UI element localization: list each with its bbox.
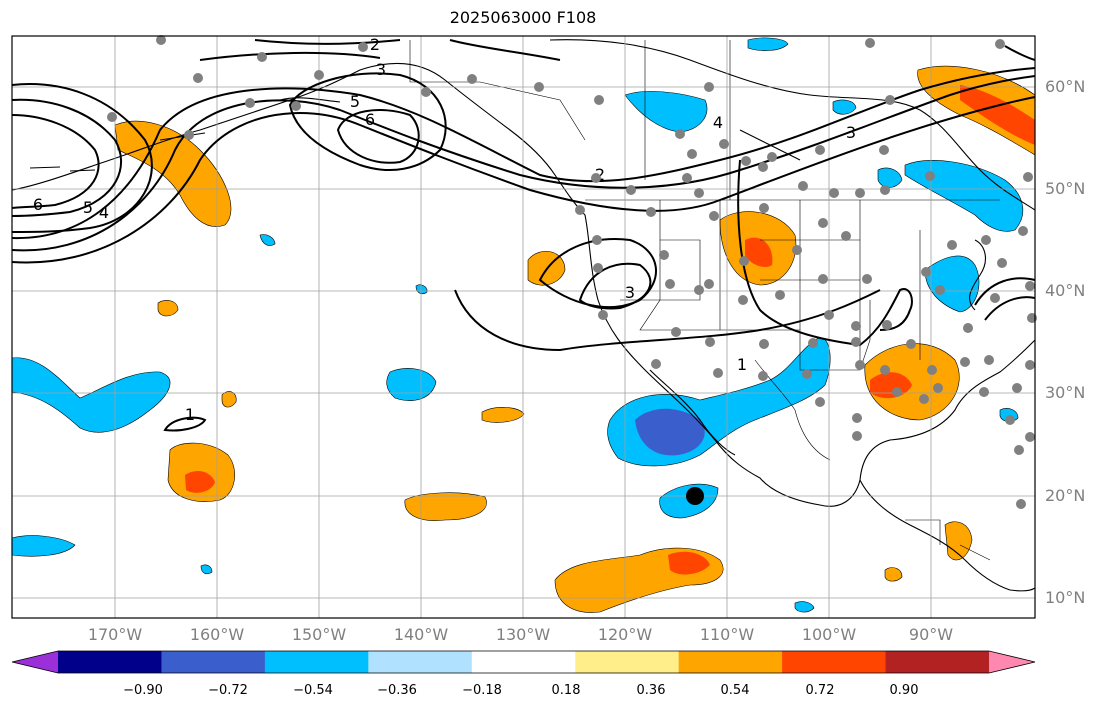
negative-anomaly-region — [200, 564, 213, 575]
map-frame — [11, 35, 1036, 619]
positive-anomaly-region — [944, 521, 973, 561]
colorbar-outline — [11, 650, 1036, 674]
contour-label: 2 — [370, 35, 380, 54]
colorbar-segment — [471, 651, 576, 673]
lat-label-60n: 60°N — [1045, 77, 1086, 96]
positive-anomaly-region — [884, 567, 903, 582]
contour-label: 5 — [350, 92, 360, 111]
colorbar-tick-label: 0.18 — [551, 683, 581, 698]
colorbar — [11, 650, 1036, 674]
map-title: 2025063000 F108 — [449, 8, 597, 27]
negative-anomaly-region — [747, 37, 789, 51]
positive-anomaly-region — [404, 492, 487, 521]
colorbar-segment — [678, 651, 783, 673]
lon-label-120w: 120°W — [597, 625, 653, 644]
target-point-marker — [686, 487, 704, 505]
contour-label: 4 — [99, 203, 109, 222]
positive-anomaly-peak — [185, 470, 215, 493]
positive-anomaly-region — [481, 407, 525, 423]
lon-label-130w: 130°W — [495, 625, 551, 644]
colorbar-segment — [161, 651, 266, 673]
station-markers — [107, 35, 1037, 509]
contour-label: 3 — [846, 123, 856, 142]
contour-label: 3 — [376, 60, 386, 79]
colorbar-tick-label: 0.36 — [636, 683, 666, 698]
contour-label: 5 — [83, 198, 93, 217]
contour-label: 6 — [33, 195, 43, 214]
lon-label-150w: 150°W — [291, 625, 347, 644]
colorbar-extend-low — [12, 651, 58, 673]
positive-anomaly-region — [157, 300, 179, 317]
lat-label-10n: 10°N — [1045, 588, 1086, 607]
colorbar-segment — [58, 651, 162, 673]
negative-anomaly-region — [11, 357, 171, 433]
lon-label-100w: 100°W — [801, 625, 857, 644]
negative-anomaly-region — [794, 601, 815, 613]
colorbar-tick-label: −0.54 — [293, 683, 333, 698]
negative-anomaly-region — [832, 99, 857, 115]
negative-anomaly-region — [877, 167, 903, 188]
positive-anomaly-peak — [960, 85, 1035, 145]
positive-anomaly-peak — [668, 551, 710, 575]
colorbar-segment — [368, 651, 473, 673]
positive-anomaly-peak — [745, 237, 773, 267]
lat-label-50n: 50°N — [1045, 179, 1086, 198]
colorbar-tick-label: 0.90 — [889, 683, 919, 698]
colorbar-tick-label: −0.36 — [377, 683, 417, 698]
contour-label: 3 — [625, 283, 635, 302]
lon-label-90w: 90°W — [908, 625, 954, 644]
colorbar-segment — [264, 651, 369, 673]
negative-anomaly-core — [635, 408, 705, 456]
colorbar-segment — [782, 651, 887, 673]
colorbar-segment — [575, 651, 680, 673]
lon-label-160w: 160°W — [189, 625, 245, 644]
contour-label: 4 — [713, 113, 723, 132]
colorbar-segment — [885, 651, 990, 673]
negative-anomaly-region — [924, 255, 980, 313]
contour-label: 2 — [595, 165, 605, 184]
negative-anomaly-region — [11, 535, 76, 557]
lon-label-110w: 110°W — [699, 625, 755, 644]
negative-anomaly-region — [259, 234, 276, 246]
contour-label: 1 — [737, 355, 747, 374]
contour-label: 6 — [365, 110, 375, 129]
lat-label-20n: 20°N — [1045, 486, 1086, 505]
positive-anomaly-region — [221, 391, 237, 408]
colorbar-tick-label: 0.54 — [720, 683, 750, 698]
colorbar-tick-label: −0.18 — [462, 683, 502, 698]
lon-label-140w: 140°W — [393, 625, 449, 644]
colorbar-tick-label: −0.72 — [208, 683, 248, 698]
colorbar-tick-label: 0.72 — [805, 683, 835, 698]
coastlines — [11, 39, 1036, 592]
lat-label-30n: 30°N — [1045, 383, 1086, 402]
colorbar-extend-high — [989, 651, 1035, 673]
gridlines — [12, 36, 1035, 618]
contour-label-group: 2 3 5 6 6 5 4 4 3 2 3 1 1 — [33, 35, 856, 424]
colorbar-tick-label: −0.90 — [123, 683, 163, 698]
lat-label-40n: 40°N — [1045, 281, 1086, 300]
lon-label-170w: 170°W — [87, 625, 143, 644]
negative-anomaly-region — [624, 91, 708, 133]
contour-label: 1 — [185, 405, 195, 424]
negative-anomaly-region — [386, 368, 437, 401]
